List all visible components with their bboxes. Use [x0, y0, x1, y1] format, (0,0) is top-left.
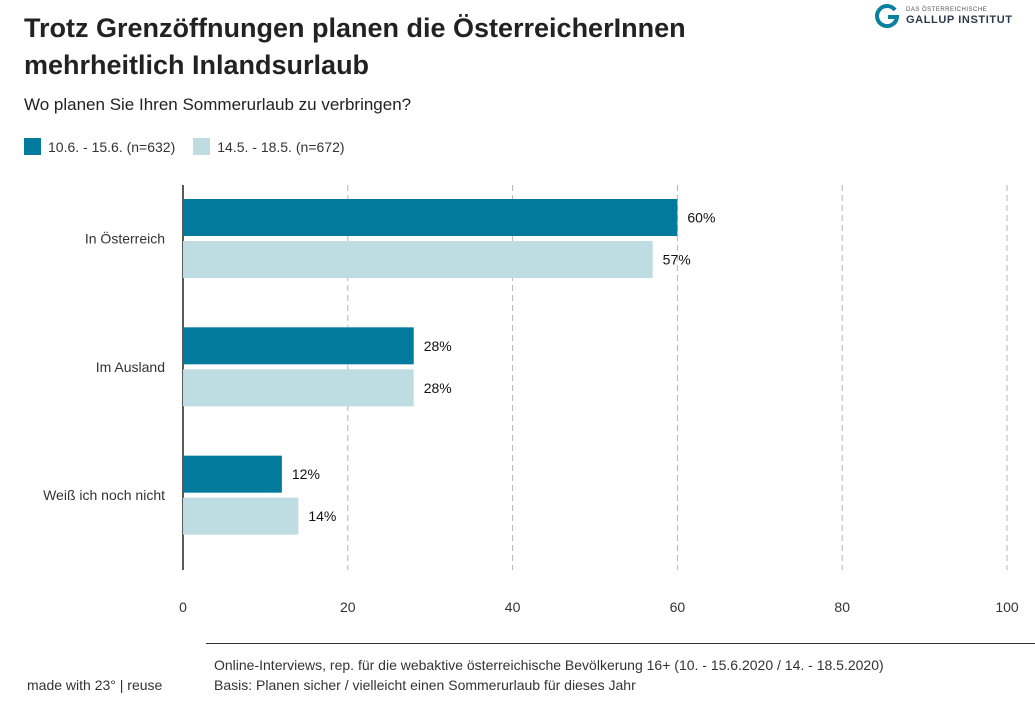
- x-tick-label-80: 80: [834, 599, 850, 615]
- logo-small-text: DAS ÖSTERREICHISCHE: [906, 6, 988, 13]
- gallup-logo: DAS ÖSTERREICHISCHE GALLUP INSTITUT: [874, 3, 1013, 29]
- legend-swatch-series-1: [24, 138, 41, 155]
- x-tick-label-20: 20: [340, 599, 356, 615]
- legend-item-series-1: 10.6. - 15.6. (n=632): [24, 138, 175, 155]
- bar-0-series-2: [183, 241, 653, 278]
- legend-item-series-2: 14.5. - 18.5. (n=672): [193, 138, 345, 155]
- bar-2-series-1: [183, 455, 282, 493]
- footer-note-line-2: Basis: Planen sicher / vielleicht einen …: [214, 677, 636, 693]
- data-label-2-series-1: 12%: [292, 466, 320, 482]
- chart-title: Trotz Grenzöffnungen planen die Österrei…: [24, 13, 686, 80]
- footer-note-line-1: Online-Interviews, rep. für die webaktiv…: [214, 657, 884, 673]
- data-label-2-series-2: 14%: [308, 508, 336, 524]
- gallup-g-icon: [875, 4, 900, 29]
- x-tick-label-60: 60: [670, 599, 686, 615]
- logo-big-text: GALLUP INSTITUT: [906, 13, 1013, 26]
- footer-divider: [206, 643, 1035, 644]
- legend-swatch-series-2: [193, 138, 211, 155]
- data-label-0-series-1: 60%: [687, 210, 715, 226]
- x-tick-label-0: 0: [179, 599, 187, 615]
- category-label-1: Im Ausland: [96, 359, 165, 375]
- category-label-0: In Österreich: [85, 230, 165, 247]
- x-tick-label-100: 100: [995, 599, 1019, 615]
- bar-1-series-1: [183, 327, 414, 365]
- footer-notes: Online-Interviews, rep. für die webaktiv…: [214, 655, 884, 695]
- legend-label-series-1: 10.6. - 15.6. (n=632): [48, 138, 176, 155]
- chart-subtitle: Wo planen Sie Ihren Sommerurlaub zu verb…: [24, 95, 412, 114]
- legend-label-series-2: 14.5. - 18.5. (n=672): [217, 138, 345, 155]
- bar-1-series-2: [183, 369, 414, 407]
- bar-chart: 0 20 40 60 80 100 In Österreich 60% 57% Im Auslan…: [43, 185, 1019, 615]
- data-label-1-series-1: 28%: [424, 338, 452, 354]
- legend: 10.6. - 15.6. (n=632) 14.5. - 18.5. (n=6…: [24, 138, 363, 155]
- category-label-2: Weiß ich noch nicht: [43, 487, 165, 503]
- data-label-1-series-2: 28%: [424, 380, 452, 396]
- data-label-0-series-2: 57%: [663, 252, 691, 268]
- x-tick-label-40: 40: [505, 599, 521, 615]
- footer-credit[interactable]: made with 23° | reuse: [27, 677, 163, 693]
- bar-2-series-2: [183, 497, 299, 535]
- bar-0-series-1: [183, 199, 678, 236]
